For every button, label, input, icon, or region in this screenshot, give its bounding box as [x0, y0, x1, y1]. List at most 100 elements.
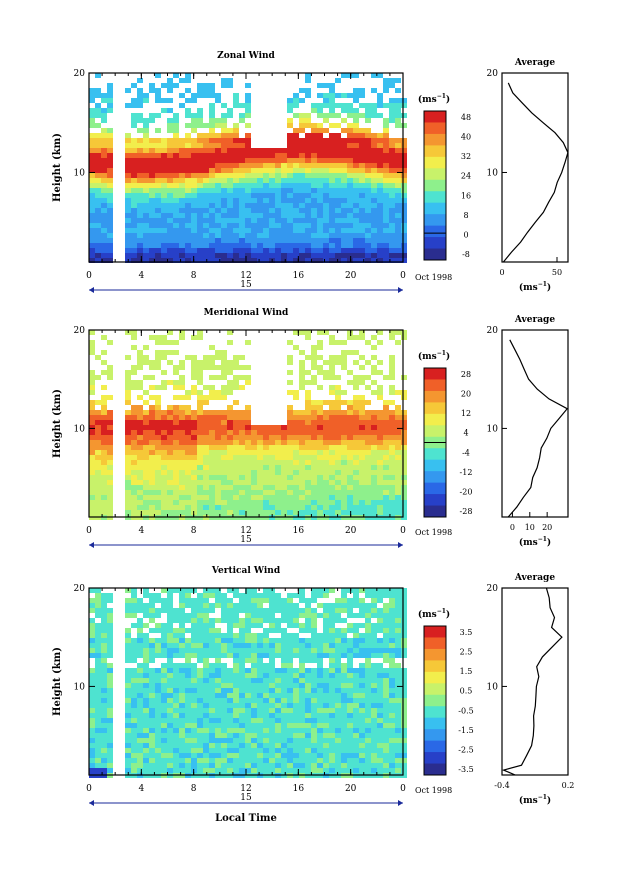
- panel2-cell: [287, 420, 293, 425]
- panel3-cell: [149, 628, 155, 633]
- panel3-cell: [359, 698, 365, 703]
- panel3-cell: [257, 668, 263, 673]
- panel1-cell: [383, 143, 389, 148]
- panel1-cell: [389, 193, 395, 198]
- panel1-cell: [191, 93, 197, 98]
- panel2-cell: [209, 460, 215, 465]
- panel3-cell: [251, 633, 257, 638]
- panel2-cell: [191, 455, 197, 460]
- panel1-cell: [101, 258, 107, 263]
- panel2-cell: [227, 330, 233, 335]
- panel2-cell: [155, 405, 161, 410]
- panel1-cell: [335, 138, 341, 143]
- panel3-cell: [125, 698, 131, 703]
- panel3-cell: [389, 663, 395, 668]
- panel3-cell: [293, 593, 299, 598]
- panel1-cell: [155, 203, 161, 208]
- panel3-cell: [203, 733, 209, 738]
- panel2-cell: [179, 490, 185, 495]
- panel1-cell: [305, 213, 311, 218]
- panel1-cell: [149, 238, 155, 243]
- panel3-cell: [347, 753, 353, 758]
- panel3-cell: [323, 748, 329, 753]
- panel2-cell: [347, 480, 353, 485]
- panel3-cell: [341, 643, 347, 648]
- panel3-cell: [191, 733, 197, 738]
- panel2-cell: [167, 430, 173, 435]
- panel1-cell: [131, 168, 137, 173]
- panel3-cell: [353, 708, 359, 713]
- panel1-cell: [299, 198, 305, 203]
- panel2-cell: [101, 445, 107, 450]
- panel1-cell: [293, 218, 299, 223]
- panel2-cell: [317, 465, 323, 470]
- panel3-cell: [317, 613, 323, 618]
- panel1-cell: [317, 173, 323, 178]
- panel2-cell: [377, 445, 383, 450]
- panel3-cell: [329, 728, 335, 733]
- panel1-cell: [311, 213, 317, 218]
- panel3-cell: [95, 748, 101, 753]
- panel2-cell: [293, 390, 299, 395]
- panel2-cell: [179, 460, 185, 465]
- panel3-cell: [353, 698, 359, 703]
- panel3-cell: [323, 758, 329, 763]
- panel2-cell: [155, 350, 161, 355]
- panel3-cell: [281, 733, 287, 738]
- panel2-cell: [395, 415, 401, 420]
- panel2-cell: [185, 455, 191, 460]
- panel1-cell: [245, 228, 251, 233]
- panel2-cell: [221, 465, 227, 470]
- panel3-cell: [365, 693, 371, 698]
- panel3-cell: [155, 758, 161, 763]
- panel2-cell: [395, 405, 401, 410]
- panel3-cell: [365, 748, 371, 753]
- panel3-cell: [245, 703, 251, 708]
- panel2-cell: [149, 410, 155, 415]
- panel3-cell: [365, 623, 371, 628]
- panel2-cell: [149, 430, 155, 435]
- panel3-cell: [371, 678, 377, 683]
- panel3-cell: [359, 748, 365, 753]
- panel2-cell: [395, 495, 401, 500]
- panel1-cell: [329, 243, 335, 248]
- panel2-cell: [311, 345, 317, 350]
- panel3-cell: [239, 688, 245, 693]
- panel1-cell: [389, 78, 395, 83]
- panel2-cell: [125, 430, 131, 435]
- panel1-cell: [347, 198, 353, 203]
- panel1-cell: [365, 158, 371, 163]
- panel3-cell: [245, 698, 251, 703]
- panel2-cell: [299, 470, 305, 475]
- panel2-cell: [101, 465, 107, 470]
- panel3-cell: [293, 718, 299, 723]
- panel3-cell: [233, 658, 239, 663]
- panel2-cell: [101, 490, 107, 495]
- panel2-cell: [377, 450, 383, 455]
- panel3-cell: [275, 603, 281, 608]
- panel1-heatmap: [89, 73, 407, 263]
- panel3-cell: [263, 598, 269, 603]
- panel2-cell: [155, 360, 161, 365]
- panel2-cell: [269, 440, 275, 445]
- panel3-cell: [377, 763, 383, 768]
- panel2-cell: [185, 425, 191, 430]
- panel2-profile-ytick-label: 10: [487, 424, 499, 434]
- panel3-cell: [197, 658, 203, 663]
- panel3-cell: [203, 728, 209, 733]
- panel1-cell: [359, 153, 365, 158]
- panel3-cell: [329, 673, 335, 678]
- panel1-cell: [233, 248, 239, 253]
- panel3-cell: [257, 653, 263, 658]
- panel3-cell: [281, 763, 287, 768]
- panel3-cell: [221, 593, 227, 598]
- panel2-cell: [239, 455, 245, 460]
- panel2-cell: [233, 440, 239, 445]
- panel1-cell: [329, 83, 335, 88]
- panel2-cell: [401, 465, 407, 470]
- panel1-cell: [167, 128, 173, 133]
- panel1-cell: [101, 228, 107, 233]
- panel3-cell: [89, 638, 95, 643]
- panel2-cell: [227, 425, 233, 430]
- panel1-cell: [197, 238, 203, 243]
